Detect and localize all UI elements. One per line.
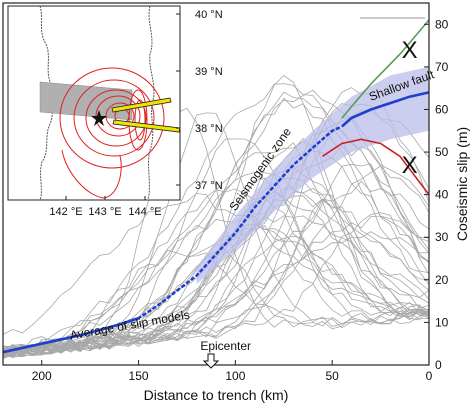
beam-south — [112, 119, 181, 133]
lon-tick: 143 °E — [88, 206, 121, 218]
beam-north — [111, 97, 172, 113]
series-lines — [2, 91, 430, 354]
coastline-east — [147, 5, 155, 201]
slip-model-line — [2, 112, 430, 359]
x-tick-label: 150 — [129, 369, 149, 383]
lon-tick: 144 °E — [128, 206, 161, 218]
slip-model-line — [2, 137, 430, 355]
y-tick-label: 40 — [435, 188, 449, 202]
y-tick-label: 60 — [435, 102, 449, 116]
y-ticks: 0 10 20 30 40 50 60 70 80 — [424, 17, 449, 372]
slip-model-line — [2, 215, 430, 359]
extrapolation-curves — [322, 19, 430, 196]
lat-tick: 39 °N — [195, 66, 223, 78]
x-axis-label: Distance to trench (km) — [144, 387, 289, 403]
annotation-epicenter: Epicenter — [200, 339, 251, 353]
x-ticks: 200 150 100 50 0 — [32, 360, 433, 383]
average-line-solid — [2, 316, 139, 354]
uncertainty-band — [196, 66, 429, 285]
x-marker: X — [402, 37, 418, 64]
plot-frame — [2, 2, 430, 366]
lon-tick: 142 °E — [49, 206, 82, 218]
y-tick-label: 50 — [435, 145, 449, 159]
slip-model-line — [2, 163, 430, 359]
average-line-dotted — [137, 125, 344, 320]
x-tick-label: 200 — [32, 369, 52, 383]
lat-tick: 38 °N — [195, 123, 223, 135]
background-slip-models — [2, 74, 430, 359]
profile-swath — [39, 81, 133, 121]
slip-model-line — [2, 172, 430, 356]
lat-tick: 37 °N — [195, 180, 223, 192]
slip-model-line — [2, 107, 430, 356]
extrapolation-line — [341, 19, 430, 119]
x-marker: X — [402, 152, 418, 179]
epicenter-arrow-icon — [202, 353, 220, 369]
y-tick-label: 80 — [435, 17, 449, 31]
slip-contours — [59, 67, 165, 199]
x-tick-label: 0 — [426, 369, 433, 383]
extrapolation-line — [322, 138, 430, 196]
y-tick-label: 10 — [435, 315, 449, 329]
epicenter-star-icon — [91, 110, 107, 126]
x-markers: XX — [402, 37, 418, 179]
slip-model-line — [2, 188, 430, 353]
x-tick-label: 100 — [225, 369, 245, 383]
y-axis-label: Coseismic slip (m) — [454, 127, 470, 241]
y-tick-label: 30 — [435, 230, 449, 244]
slip-model-line — [2, 214, 430, 358]
inset-map: 142 °E 143 °E 144 °E 40 °N 39 °N 38 °N 3… — [7, 5, 223, 218]
x-tick-label: 50 — [326, 369, 340, 383]
y-tick-label: 70 — [435, 60, 449, 74]
y-tick-label: 20 — [435, 273, 449, 287]
average-line-solid — [341, 91, 430, 128]
lat-tick: 40 °N — [195, 9, 223, 21]
y-tick-label: 0 — [435, 358, 442, 372]
